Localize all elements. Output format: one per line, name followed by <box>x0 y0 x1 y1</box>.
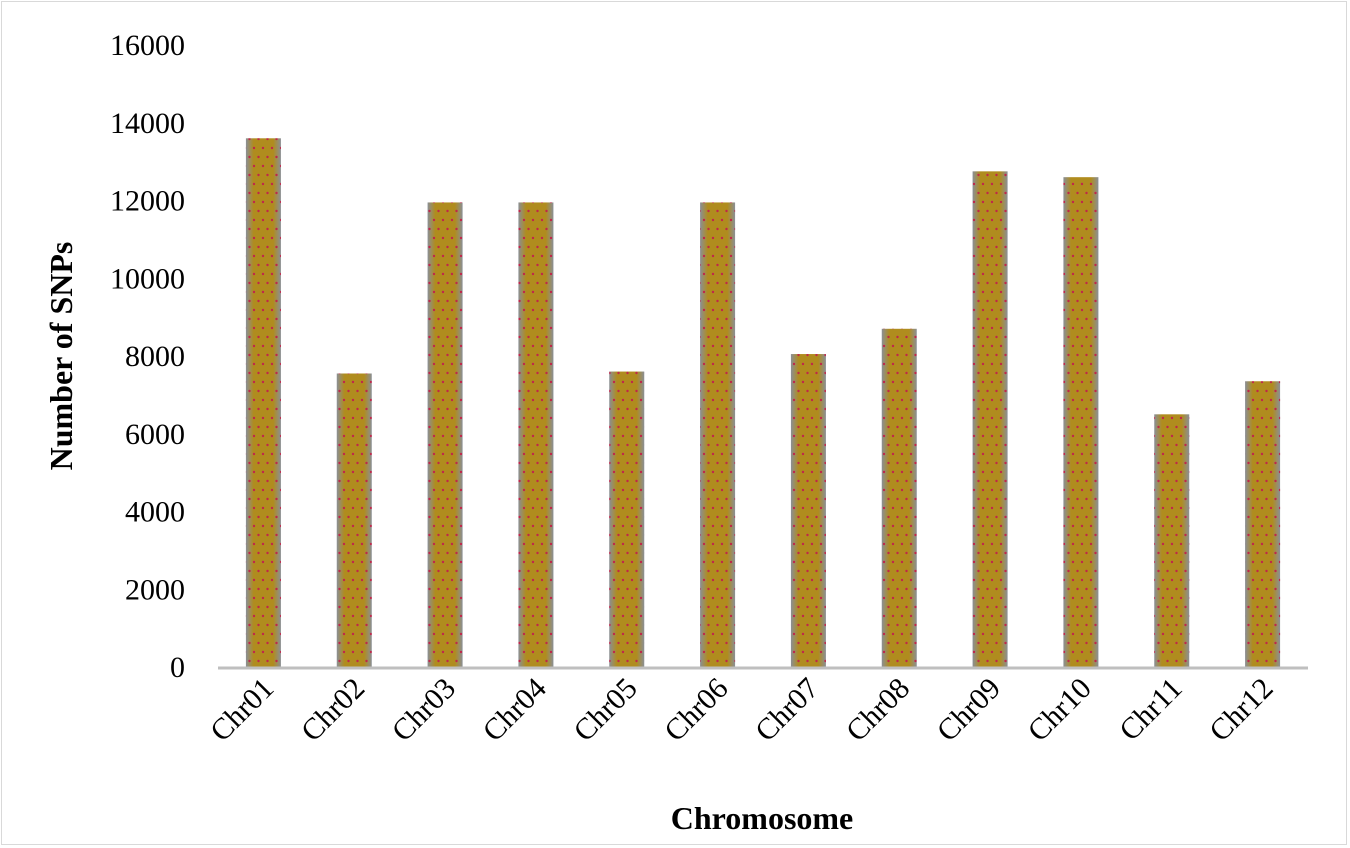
bar <box>881 328 917 667</box>
y-tick-label: 10000 <box>110 262 185 295</box>
x-tick-label: Chr12 <box>1203 672 1279 748</box>
bar <box>700 202 736 667</box>
x-tick-label: Chr06 <box>658 672 734 748</box>
x-axis-tick-labels: Chr01 Chr02 Chr03 Chr04 Chr05 Chr06 Chr07 Chr08… <box>204 672 1280 748</box>
bar <box>790 354 826 667</box>
y-tick-label: 8000 <box>125 340 185 373</box>
bar <box>972 171 1008 667</box>
x-tick-label: Chr02 <box>295 672 371 748</box>
x-tick-label: Chr04 <box>476 672 552 748</box>
x-axis-title: Chromosome <box>671 800 854 836</box>
x-tick-label: Chr07 <box>749 672 825 748</box>
bar <box>1245 381 1281 667</box>
y-axis-title: Number of SNPs <box>43 242 79 471</box>
y-tick-label: 12000 <box>110 185 185 218</box>
bar <box>245 138 281 668</box>
y-tick-label: 6000 <box>125 418 185 451</box>
bar <box>609 371 645 667</box>
x-tick-label: Chr09 <box>931 672 1007 748</box>
bar <box>336 373 372 667</box>
x-tick-label: Chr01 <box>204 672 280 748</box>
y-tick-label: 16000 <box>110 29 185 62</box>
x-tick-label: Chr03 <box>386 672 462 748</box>
bar <box>1063 177 1099 668</box>
bars <box>245 138 1281 668</box>
y-tick-label: 4000 <box>125 496 185 529</box>
x-tick-label: Chr05 <box>567 672 643 748</box>
x-tick-label: Chr10 <box>1021 672 1097 748</box>
y-tick-label: 14000 <box>110 107 185 140</box>
y-tick-label: 0 <box>170 651 185 684</box>
bar <box>1154 414 1190 667</box>
y-tick-label: 2000 <box>125 573 185 606</box>
x-tick-label: Chr11 <box>1113 672 1189 748</box>
x-tick-label: Chr08 <box>840 672 916 748</box>
bar <box>518 202 554 667</box>
y-axis-tick-labels: 0 2000 4000 6000 8000 10000 12000 14000 16000 <box>110 29 185 684</box>
bar <box>427 202 463 667</box>
